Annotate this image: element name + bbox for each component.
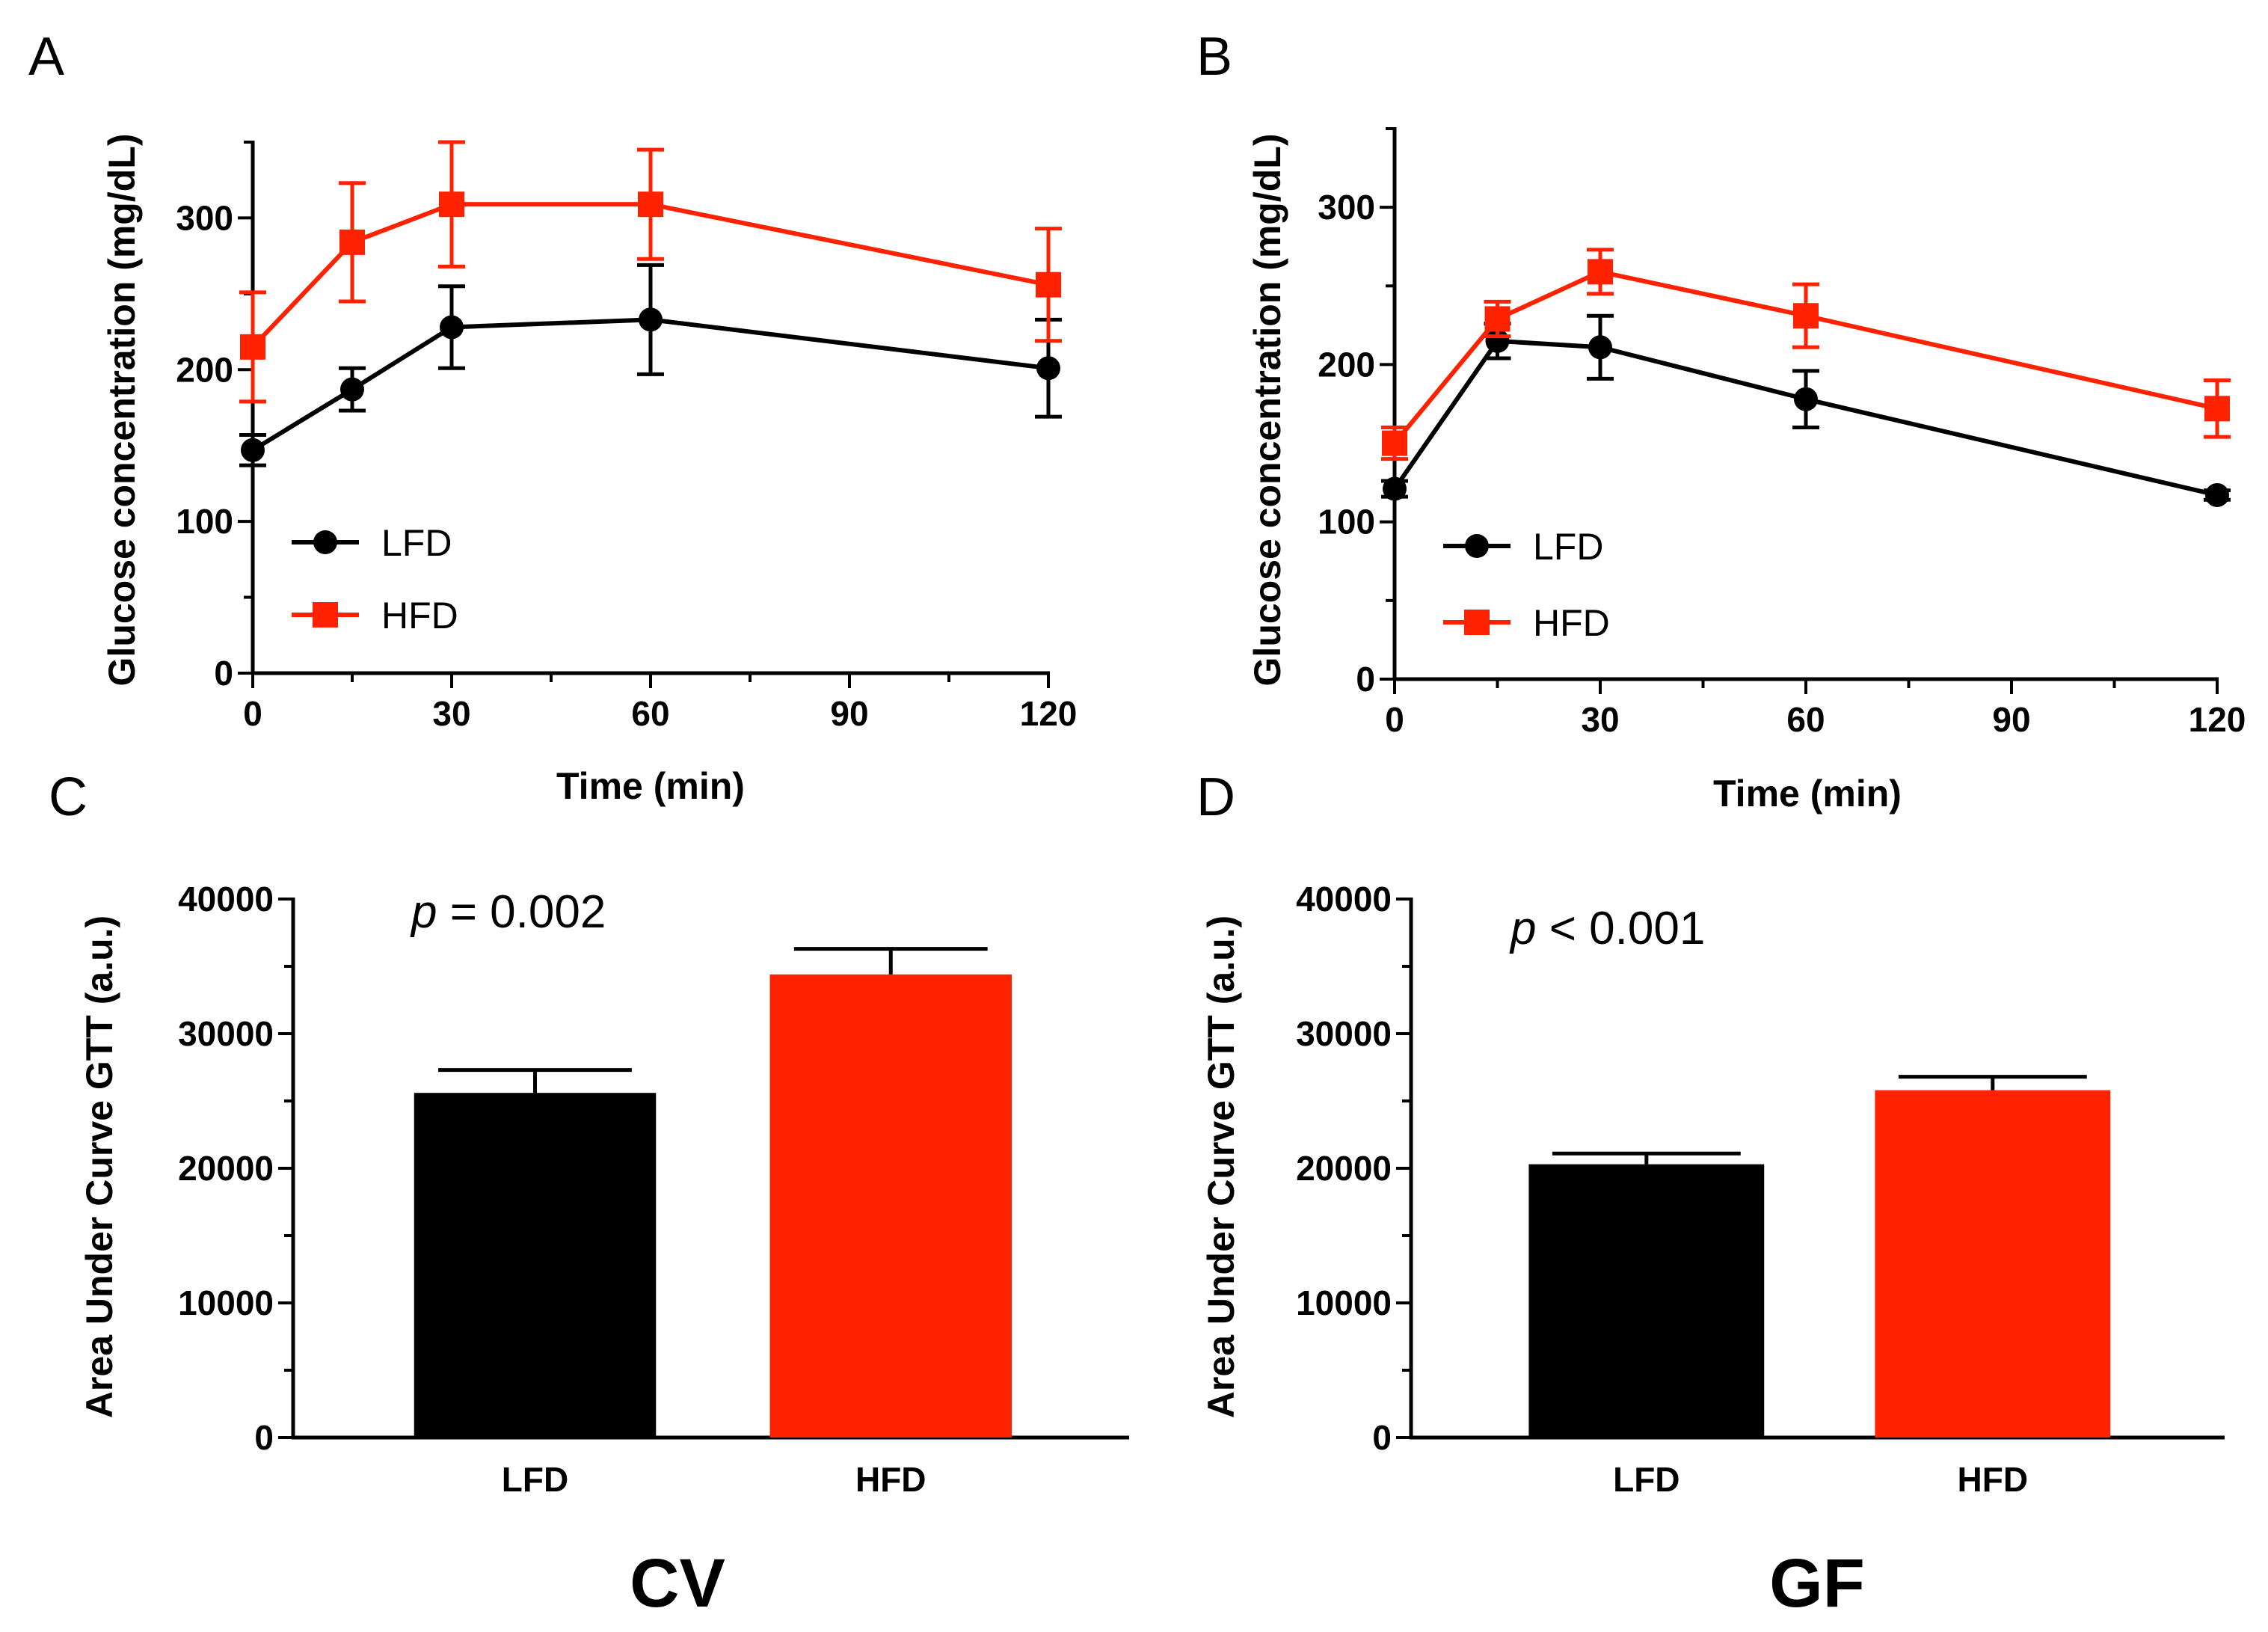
- x-tick-label: 30: [1581, 700, 1619, 739]
- category-label-lfd: LFD: [1613, 1460, 1680, 1499]
- panel-b-marks: [1381, 248, 2231, 507]
- x-tick-label: 120: [1020, 694, 1078, 733]
- x-tick-label: 0: [1385, 700, 1404, 739]
- x-tick-label: 90: [830, 694, 868, 733]
- panel-a-axes: [251, 141, 1050, 675]
- legend-label-lfd: LFD: [1533, 526, 1603, 568]
- x-tick-label: 90: [1992, 700, 2030, 739]
- panel-b-legend: LFD HFD: [1443, 526, 1610, 644]
- data-point-hfd: [240, 334, 265, 360]
- panel-a-legend: LFD HFD: [292, 522, 458, 636]
- category-label-lfd: LFD: [502, 1460, 568, 1499]
- y-tick-label: 20000: [1296, 1149, 1392, 1188]
- y-tick-label: 10000: [1296, 1283, 1392, 1322]
- y-tick-label: 100: [176, 502, 233, 541]
- legend-label-hfd: HFD: [1533, 602, 1610, 644]
- panel-a-ticks: 0 100 200 300 0 30 60 90 120: [176, 141, 1078, 733]
- panel-d-y-axis-label: Area Under Curve GTT (a.u.): [1200, 915, 1242, 1418]
- panel-a-x-axis-label: Time (min): [556, 765, 745, 807]
- panel-letter-b: B: [1196, 27, 1232, 87]
- y-tick-label: 0: [254, 1418, 274, 1457]
- y-tick-label: 0: [1356, 660, 1375, 699]
- data-point-lfd: [241, 438, 265, 462]
- data-point-lfd: [1383, 476, 1407, 501]
- data-point-hfd: [439, 191, 464, 218]
- y-tick-label: 30000: [1296, 1014, 1392, 1053]
- panel-d-ticks: 0 10000 20000 30000 40000 LFD HFD: [1296, 880, 2028, 1499]
- data-point-hfd: [1036, 272, 1061, 298]
- data-point-lfd: [440, 315, 464, 340]
- legend-label-hfd: HFD: [381, 595, 458, 636]
- p-symbol: p: [410, 886, 437, 938]
- y-tick-label: 40000: [1296, 880, 1392, 918]
- x-tick-label: 60: [1786, 700, 1825, 739]
- x-tick-label: 120: [2189, 700, 2246, 739]
- p-symbol: p: [1509, 903, 1536, 954]
- panel-b-line-chart: B 0 100 200 300 0 30 60 90 120 Time (min) Glucos…: [1196, 27, 2246, 815]
- y-tick-label: 200: [1318, 345, 1375, 384]
- y-tick-label: 100: [1318, 503, 1375, 542]
- data-point-hfd: [638, 191, 663, 218]
- y-tick-label: 200: [176, 350, 233, 389]
- panel-letter-a: A: [28, 27, 64, 87]
- category-label-hfd: HFD: [1958, 1460, 2029, 1499]
- x-tick-label: 0: [243, 694, 262, 733]
- panel-a-line-chart: A 0 100 200 300 0 30 60 90 120 Time (min) Glucos…: [28, 27, 1077, 807]
- data-point-lfd: [340, 377, 364, 402]
- data-point-hfd: [1382, 430, 1407, 456]
- legend-marker-lfd: [1465, 534, 1489, 558]
- y-tick-label: 300: [176, 198, 233, 237]
- bar-lfd: [1528, 1164, 1765, 1438]
- data-point-hfd: [339, 229, 365, 255]
- data-point-lfd: [2205, 482, 2229, 507]
- data-point-lfd: [1794, 387, 1818, 411]
- panel-letter-c: C: [49, 767, 87, 827]
- panel-b-ticks: 0 100 200 300 0 30 60 90 120: [1318, 127, 2246, 739]
- data-point-hfd: [1793, 303, 1819, 329]
- category-label-hfd: HFD: [855, 1460, 926, 1499]
- y-tick-label: 30000: [178, 1014, 274, 1053]
- panel-c-bar-chart: C 0 10000 20000 30000 40000 LFD HFD Area Under…: [49, 767, 1129, 1622]
- p-value-text: < 0.001: [1536, 903, 1705, 954]
- data-point-hfd: [2204, 396, 2230, 422]
- x-tick-label: 60: [631, 694, 669, 733]
- y-tick-label: 40000: [178, 880, 274, 918]
- y-tick-label: 10000: [178, 1283, 274, 1322]
- x-tick-label: 30: [432, 694, 470, 733]
- legend-marker-hfd: [1464, 610, 1490, 635]
- panel-d-bar-chart: D 0 10000 20000 30000 40000 LFD HFD Area Under…: [1196, 767, 2225, 1622]
- panel-c-p-value: p = 0.002: [410, 886, 606, 938]
- panel-b-axes: [1392, 127, 2219, 681]
- panel-c-ticks: 0 10000 20000 30000 40000 LFD HFD: [178, 880, 926, 1499]
- bar-hfd: [769, 974, 1012, 1438]
- bar-hfd: [1875, 1090, 2111, 1438]
- y-tick-label: 20000: [178, 1149, 274, 1188]
- p-value-text: = 0.002: [437, 886, 606, 938]
- y-tick-label: 300: [1318, 188, 1375, 227]
- legend-marker-lfd: [313, 530, 337, 554]
- panel-c-y-axis-label: Area Under Curve GTT (a.u.): [79, 915, 120, 1418]
- y-tick-label: 0: [214, 654, 233, 693]
- panel-b-x-axis-label: Time (min): [1713, 773, 1902, 815]
- legend-marker-hfd: [313, 602, 338, 628]
- panel-d-p-value: p < 0.001: [1509, 903, 1705, 954]
- panel-a-marks: [239, 140, 1062, 467]
- panel-d-marks: [1528, 1075, 2111, 1438]
- panel-c-group-label: CV: [630, 1545, 725, 1622]
- panel-a-y-axis-label: Glucose concentration (mg/dL): [101, 134, 143, 687]
- panel-b-y-axis-label: Glucose concentration (mg/dL): [1247, 134, 1288, 687]
- bar-lfd: [414, 1093, 657, 1438]
- data-point-lfd: [1036, 356, 1060, 381]
- data-point-hfd: [1484, 306, 1511, 332]
- panel-c-marks: [414, 947, 1012, 1438]
- data-point-lfd: [1588, 335, 1612, 360]
- data-point-hfd: [1588, 259, 1613, 285]
- y-tick-label: 0: [1372, 1418, 1392, 1457]
- panel-letter-d: D: [1196, 767, 1235, 827]
- data-point-lfd: [639, 307, 663, 332]
- panel-d-group-label: GF: [1769, 1545, 1865, 1622]
- legend-label-lfd: LFD: [381, 522, 452, 564]
